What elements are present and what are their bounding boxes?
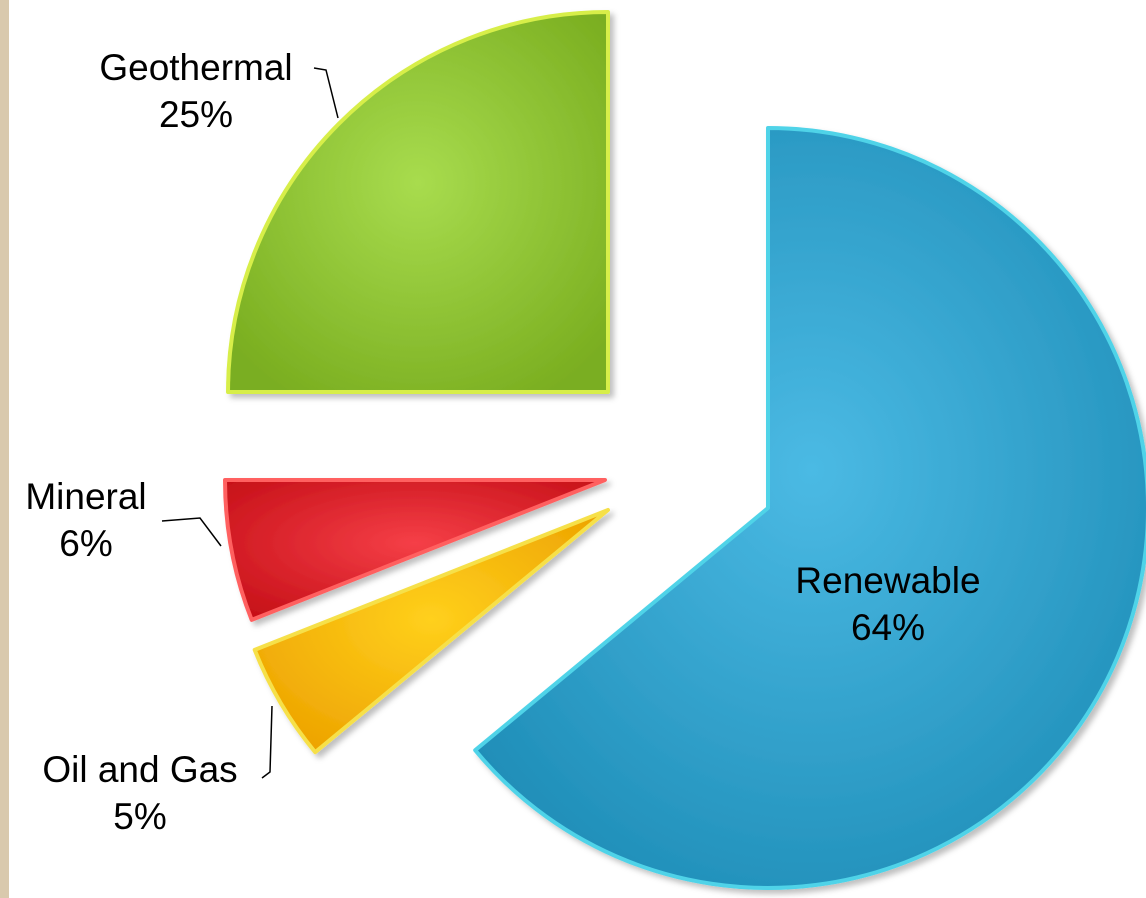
pie-slice-oil-and-gas xyxy=(252,508,610,755)
slice-percent-mineral: 6% xyxy=(59,523,112,564)
leader-line-mineral xyxy=(161,517,222,547)
slice-label-geothermal: Geothermal xyxy=(99,47,292,88)
pie-slice-renewable xyxy=(473,126,1146,890)
slice-label-renewable: Renewable xyxy=(795,560,980,601)
leader-line-oil-and-gas xyxy=(261,705,273,779)
pie-slice-mineral xyxy=(223,478,607,622)
slice-percent-renewable: 64% xyxy=(851,607,925,648)
leader-line-geothermal xyxy=(313,67,339,119)
slice-percent-geothermal: 25% xyxy=(159,94,233,135)
slice-label-oil-and-gas: Oil and Gas xyxy=(42,749,237,790)
left-border-strip xyxy=(0,0,9,898)
slice-label-mineral: Mineral xyxy=(25,476,146,517)
slice-percent-oil-and-gas: 5% xyxy=(113,796,166,837)
pie-slice-geothermal xyxy=(226,10,610,394)
